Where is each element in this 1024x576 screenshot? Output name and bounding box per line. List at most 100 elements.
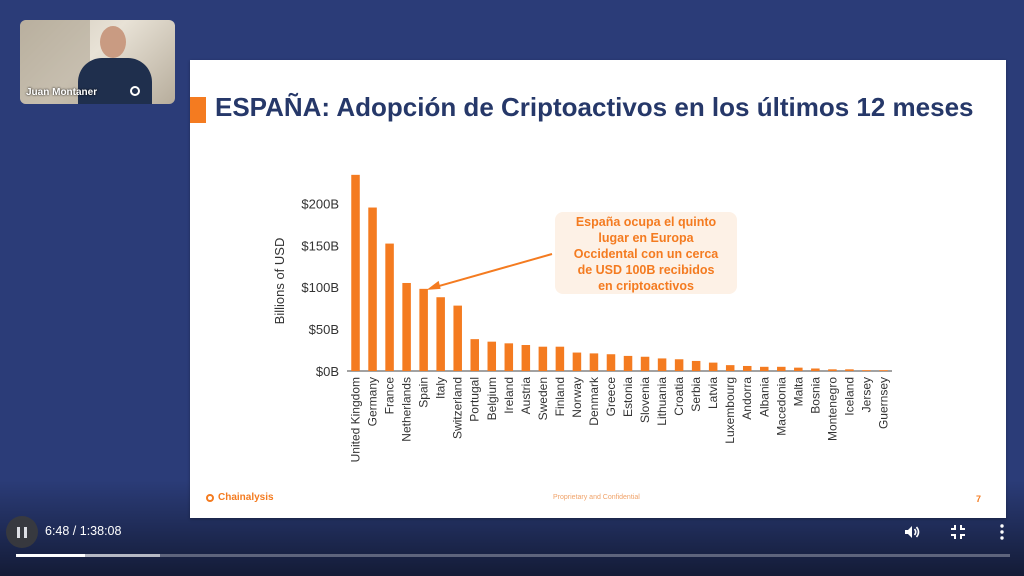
bar (368, 207, 377, 371)
presenter-body (78, 58, 152, 104)
bar (470, 339, 479, 371)
x-tick-label: Croatia (672, 377, 686, 416)
slide-number: 7 (976, 494, 982, 504)
x-tick-label: Italy (434, 377, 448, 399)
x-tick-label: Ireland (502, 377, 516, 414)
exit-fullscreen-icon (951, 525, 965, 539)
pause-icon (17, 527, 20, 538)
chainalysis-logo-text: Chainalysis (218, 492, 274, 503)
x-tick-label: Latvia (706, 377, 720, 409)
x-tick-label: Sweden (536, 377, 550, 420)
x-tick-label: Switzerland (451, 377, 465, 439)
bar (879, 370, 888, 371)
slide-title: ESPAÑA: Adopción de Criptoactivos en los… (215, 92, 974, 122)
x-tick-label: Finland (553, 377, 567, 416)
x-tick-label: Norway (570, 377, 584, 418)
progress-track[interactable] (16, 554, 1010, 557)
x-tick-label: Macedonia (774, 377, 788, 436)
chart-callout: España ocupa el quinto lugar en Europa O… (555, 212, 737, 294)
pause-button[interactable] (6, 516, 38, 548)
bar (487, 341, 497, 371)
x-tick-label: Lithuania (655, 377, 669, 426)
bar (760, 366, 769, 371)
progress-buffered (16, 554, 161, 557)
volume-button[interactable] (902, 522, 922, 548)
more-vert-icon (1000, 524, 1004, 540)
x-tick-label: Malta (791, 377, 805, 407)
x-tick-label: Estonia (621, 377, 635, 417)
exit-fullscreen-button[interactable] (948, 522, 968, 548)
x-tick-label: Denmark (587, 376, 601, 426)
pause-icon-bar (24, 527, 27, 538)
x-tick-label: Montenegro (825, 377, 839, 441)
bar (742, 365, 752, 371)
bar (351, 174, 360, 371)
time-display: 6:48 / 1:38:08 (45, 524, 122, 538)
presenter-name: Juan Montaner (26, 87, 98, 98)
bar (811, 368, 820, 371)
callout-arrowhead (426, 280, 441, 290)
bar (623, 355, 633, 371)
bar (845, 369, 854, 371)
callout-line: de USD 100B recibidos (577, 263, 715, 277)
x-tick-label: United Kingdom (349, 377, 363, 462)
x-tick-label: Netherlands (400, 377, 414, 442)
bar (640, 356, 650, 371)
x-tick-label: Austria (519, 377, 533, 415)
y-tick-label: $200B (301, 196, 339, 211)
chainalysis-logo: Chainalysis (206, 492, 274, 503)
x-tick-label: Albania (757, 377, 771, 417)
presenter-webcam: Juan Montaner (20, 20, 175, 104)
presenter-head (100, 26, 126, 58)
bar (657, 358, 667, 371)
x-tick-label: Belgium (485, 377, 499, 420)
y-tick-label: $150B (301, 238, 339, 253)
callout-arrow (432, 253, 553, 289)
bar (589, 353, 599, 371)
presentation-slide: ESPAÑA: Adopción de Criptoactivos en los… (190, 60, 1006, 518)
bar (538, 346, 548, 371)
bar (691, 360, 701, 371)
x-tick-label: Serbia (689, 377, 703, 412)
bar (708, 362, 718, 371)
bar (606, 354, 616, 371)
confidential-note: Proprietary and Confidential (553, 494, 640, 501)
bar (777, 366, 786, 371)
more-options-button[interactable] (992, 522, 1012, 548)
bar (725, 365, 735, 371)
bar (521, 345, 531, 371)
x-tick-label: Luxembourg (723, 377, 737, 444)
y-axis-label: Billions of USD (272, 238, 287, 325)
x-tick-label: Germany (366, 377, 380, 426)
callout-line: España ocupa el quinto (575, 215, 717, 229)
bar (674, 359, 684, 371)
x-tick-label: France (383, 377, 397, 415)
x-tick-label: Greece (604, 377, 618, 417)
x-tick-label: Spain (417, 377, 431, 408)
x-tick-label: Portugal (468, 377, 482, 422)
x-tick-label: Bosnia (808, 377, 822, 414)
bar (794, 367, 803, 371)
x-tick-label: Guernsey (876, 377, 890, 429)
volume-icon (905, 526, 920, 538)
bar (453, 305, 462, 371)
callout-line: Occidental con un cerca (573, 247, 719, 261)
bar (504, 343, 514, 371)
bar (828, 369, 837, 371)
title-accent-bar (190, 97, 206, 123)
bar (385, 243, 394, 371)
bar (555, 346, 565, 371)
chainalysis-logo-icon (206, 494, 214, 502)
x-tick-label: Iceland (842, 377, 856, 416)
bar (402, 282, 411, 371)
bar (572, 352, 582, 371)
bar (862, 370, 871, 371)
callout-line: lugar en Europa (598, 231, 694, 245)
progress-played (16, 554, 85, 557)
bar-chart: Billions of USD $0B $50B $100B $150B $200B Uni… (272, 174, 892, 462)
player-controls: 6:48 / 1:38:08 (0, 516, 1024, 576)
y-tick-label: $0B (316, 364, 339, 379)
callout-line: en criptoactivos (598, 279, 694, 293)
x-tick-label: Slovenia (638, 377, 652, 423)
x-tick-label: Jersey (859, 377, 873, 412)
